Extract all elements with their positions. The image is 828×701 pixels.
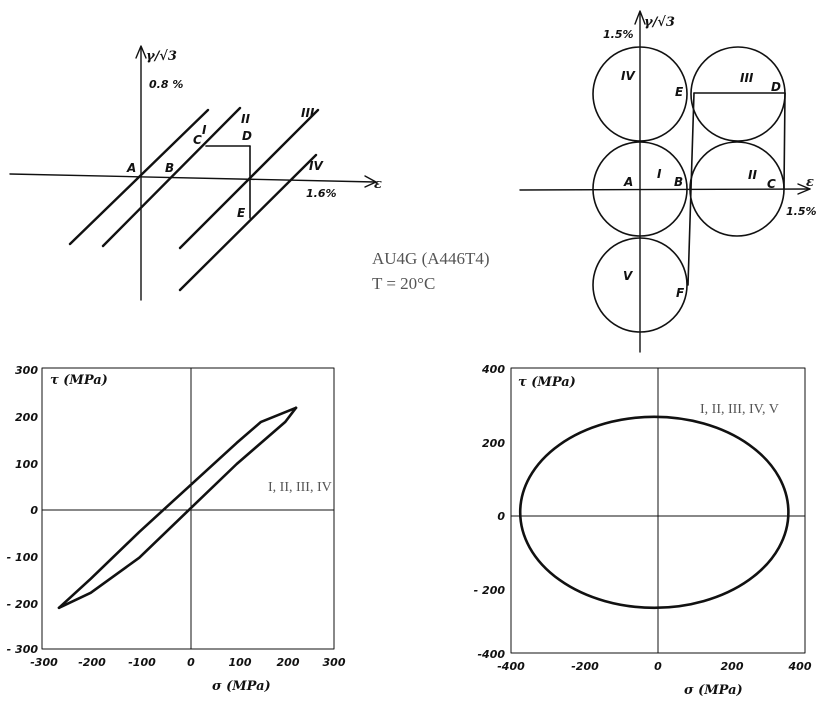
x-tick-label: 400	[788, 660, 812, 673]
x-tick-label: -400	[497, 660, 525, 673]
circle-label-i: I	[657, 167, 662, 181]
branch-line	[248, 108, 320, 180]
y-tick-label: - 200	[7, 598, 39, 611]
ylabel: τ (MPa)	[50, 373, 108, 388]
circle-label-iv: IV	[621, 69, 636, 83]
y-mark: 0.8 %	[149, 78, 183, 91]
y-tick-label: 300	[15, 364, 38, 377]
y-tick-label: 200	[482, 437, 505, 450]
circle-v	[592, 237, 688, 333]
branch-label-iii: III	[301, 106, 315, 120]
epsilon-arrow-icon	[797, 183, 811, 195]
plot-frame	[41, 367, 335, 650]
circle-iv	[592, 46, 688, 142]
point-d: D	[242, 129, 252, 143]
strain-path-right: γ/√3 1.5% ε 1.5% A B C D E F I II III IV…	[519, 10, 817, 353]
branch-label-i: I	[202, 123, 207, 137]
temperature-label: T = 20°C	[372, 274, 435, 293]
y-tick-label: 100	[15, 458, 38, 471]
point-a: A	[623, 175, 633, 189]
x-tick-label: 0	[654, 660, 662, 673]
point-c: C	[767, 177, 776, 191]
stress-ellipse	[518, 415, 790, 610]
series-annotation: I, II, III, IV, V	[700, 402, 779, 417]
x-mark: 1.6%	[306, 187, 337, 200]
branch-line	[178, 153, 318, 292]
y-tick-label: - 300	[7, 643, 39, 656]
gamma-arrow-icon	[135, 45, 147, 59]
series-annotation: I, II, III, IV	[268, 480, 332, 495]
circle-label-v: V	[623, 269, 634, 283]
point-e: E	[675, 85, 684, 99]
y-axis-name: γ/√3	[146, 49, 177, 64]
gamma-arrow-icon	[634, 10, 646, 25]
point-a: A	[126, 161, 136, 175]
path-dc	[783, 92, 786, 190]
hysteresis-loop-lower	[57, 406, 298, 610]
y-tick-label: 200	[15, 411, 38, 424]
branch-line	[178, 176, 252, 250]
y-mark: 1.5%	[603, 28, 634, 41]
epsilon-axis	[519, 188, 811, 191]
point-d: D	[771, 80, 781, 94]
hysteresis-loop-upper	[57, 406, 298, 610]
y-axis-name: γ/√3	[644, 15, 675, 30]
branch-label-iv: IV	[309, 159, 324, 173]
x-tick-label: 200	[277, 656, 300, 669]
branch-line	[101, 106, 242, 248]
circle-label-iii: III	[740, 71, 754, 85]
x-tick-label: 100	[229, 656, 252, 669]
epsilon-axis	[9, 173, 376, 183]
path-ef	[687, 92, 695, 286]
xlabel: σ (MPa)	[212, 679, 271, 694]
circle-label-ii: II	[748, 168, 757, 182]
y-tick-label: -400	[477, 648, 505, 661]
point-c: C	[193, 133, 202, 147]
x-tick-label: 300	[323, 656, 346, 669]
circle-iii	[690, 46, 786, 142]
x-tick-label: 0	[187, 656, 195, 669]
x-tick-label: -200	[78, 656, 106, 669]
x-mark: 1.5%	[786, 205, 817, 218]
y-tick-label: - 200	[474, 584, 506, 597]
x-tick-label: -100	[128, 656, 156, 669]
branch-line	[68, 108, 210, 246]
point-e: E	[237, 206, 246, 220]
circle-i	[592, 141, 688, 237]
stress-chart-left: τ (MPa) σ (MPa) I, II, III, IV 300 200 1…	[7, 364, 346, 694]
x-axis-name: ε	[374, 177, 382, 192]
x-tick-label: -200	[571, 660, 599, 673]
epsilon-arrow-icon	[364, 175, 377, 188]
point-f: F	[676, 286, 685, 300]
branch-label-ii: II	[241, 112, 250, 126]
ylabel: τ (MPa)	[518, 375, 576, 390]
stress-chart-right: τ (MPa) σ (MPa) I, II, III, IV, V 400 20…	[474, 363, 812, 698]
strain-path-left: γ/√3 0.8 % ε 1.6% A B C D E I II III IV	[9, 45, 382, 301]
y-tick-label: 0	[30, 504, 38, 517]
material-label: AU4G (A446T4)	[372, 249, 490, 268]
point-b: B	[165, 161, 174, 175]
y-tick-label: 400	[481, 363, 505, 376]
x-axis-name: ε	[806, 175, 814, 190]
point-b: B	[674, 175, 683, 189]
x-tick-label: 200	[721, 660, 744, 673]
y-tick-label: - 100	[7, 551, 39, 564]
y-tick-label: 0	[497, 510, 505, 523]
xlabel: σ (MPa)	[684, 683, 743, 698]
x-tick-label: -300	[30, 656, 58, 669]
